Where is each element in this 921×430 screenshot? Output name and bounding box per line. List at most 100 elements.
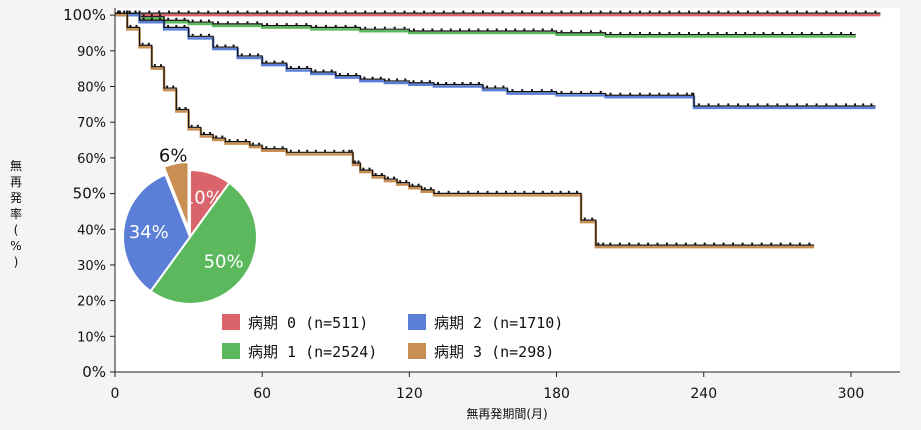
censor-mark [798,242,801,245]
censor-mark [256,21,259,24]
censor-mark [379,76,382,79]
censor-mark [629,32,632,35]
censor-mark [849,32,852,35]
censor-mark [175,24,178,27]
censor-mark [314,149,317,152]
censor-mark [199,33,202,36]
censor-mark [570,90,573,93]
censor-mark [638,10,641,13]
censor-mark [148,10,151,13]
censor-mark [413,10,416,13]
censor-mark [117,10,120,13]
censor-mark [347,73,350,76]
censor-mark [668,32,671,35]
censor-mark [599,10,602,13]
censor-mark [350,149,353,152]
legend: 病期 0 (n=511) 病期 2 (n=1710) 病期 1 (n=2524) 病期… [222,314,563,361]
censor-mark [266,23,269,26]
censor-mark [403,26,406,29]
censor-mark [766,10,769,13]
censor-mark [142,14,145,17]
censor-mark [716,32,719,35]
censor-mark [591,217,594,220]
y-tick-label: 30% [77,259,106,274]
censor-mark [609,92,612,95]
censor-mark [713,242,716,245]
censor-mark [697,10,700,13]
censor-mark [138,10,141,13]
pie-slice-label: 6% [159,145,188,166]
censor-mark [668,10,671,13]
censor-mark [457,190,460,193]
censor-mark [707,32,710,35]
censor-mark [177,10,180,13]
censor-mark [786,10,789,13]
censor-mark [458,28,461,31]
censor-mark [334,10,337,13]
censor-mark [762,32,765,35]
censor-mark [330,69,333,72]
censor-mark [845,10,848,13]
censor-mark [744,32,747,35]
censor-mark [504,190,507,193]
censor-mark [228,139,231,142]
censor-mark [178,106,181,109]
censor-mark [599,90,602,93]
censor-mark [609,32,612,35]
censor-mark [550,10,553,13]
censor-mark [297,65,300,68]
censor-mark [647,242,650,245]
censor-mark [344,10,347,13]
censor-mark [440,28,443,31]
censor-mark [854,10,857,13]
censor-mark [447,190,450,193]
censor-mark [532,28,535,31]
censor-mark [348,149,351,152]
censor-mark [412,80,415,83]
censor-curve-stage-2 [115,12,876,107]
censor-mark [383,10,386,13]
censor-mark [550,89,553,92]
censor-mark [789,242,792,245]
censor-mark [334,24,337,27]
legend-label: 病期 0 (n=511) [248,314,368,332]
censor-mark [688,32,691,35]
censor-mark [825,10,828,13]
censor-mark [532,190,535,193]
censor-mark [333,149,336,152]
censor-mark [746,10,749,13]
x-tick-label: 300 [838,386,865,402]
censor-mark [502,85,505,88]
censor-mark [314,69,317,72]
censor-mark [737,103,740,106]
censor-mark [648,10,651,13]
y-axis-ticks: 0% 10% 20% 30% 40% 50% 60% 70% 80% 90% 100% [63,6,115,381]
legend-label: 病期 1 (n=2524) [248,343,377,361]
censor-mark [461,82,464,85]
censor-mark [697,32,700,35]
pie-slice-label: 34% [129,222,169,243]
censor-mark [295,10,298,13]
x-tick-label: 60 [253,386,271,402]
censor-mark [374,10,377,13]
censor-mark [208,19,211,22]
pie-slice [122,173,192,293]
censor-mark [226,21,229,24]
censor-mark [756,10,759,13]
censor-mark [166,85,169,88]
censor-mark [158,14,161,17]
censor-mark [431,28,434,31]
censor-mark [756,103,759,106]
censor-mark [521,89,524,92]
x-axis-ticks: 0 60 120 180 240 300 [111,372,865,402]
censor-mark [167,24,170,27]
censor-mark [560,30,563,33]
censor-mark [725,32,728,35]
censor-mark [667,92,670,95]
censor-mark [658,32,661,35]
censor-mark [531,10,534,13]
y-tick-label: 20% [77,295,106,310]
censor-mark [405,180,408,183]
censor-mark [273,60,276,63]
censor-mark [266,10,269,13]
